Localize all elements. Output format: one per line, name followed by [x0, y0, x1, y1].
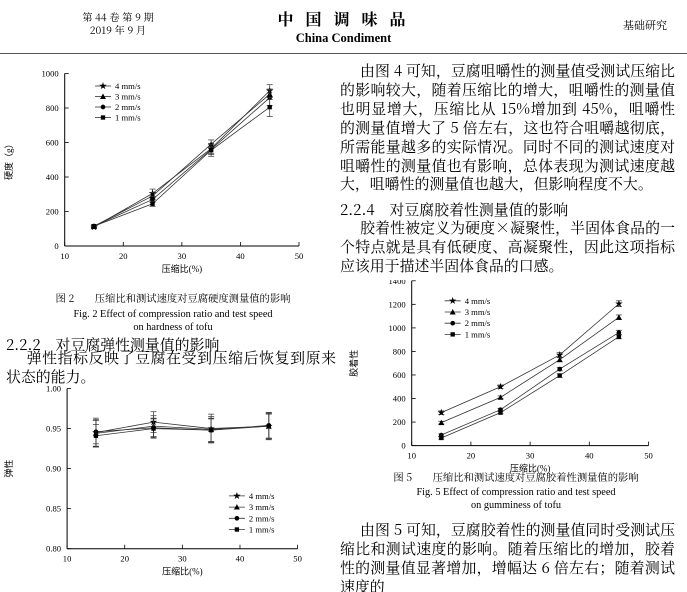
svg-text:1.00: 1.00 [46, 385, 61, 394]
svg-text:10: 10 [63, 554, 72, 564]
svg-text:600: 600 [46, 138, 59, 148]
svg-text:10: 10 [60, 251, 69, 261]
svg-text:20: 20 [119, 251, 128, 261]
svg-text:0.95: 0.95 [46, 424, 61, 434]
svg-text:30: 30 [178, 251, 187, 261]
svg-text:20: 20 [467, 451, 476, 461]
svg-text:0.90: 0.90 [46, 464, 61, 474]
svg-text:600: 600 [393, 370, 406, 380]
svg-text:0.85: 0.85 [46, 504, 61, 514]
svg-text:1000: 1000 [42, 69, 59, 79]
svg-text:0: 0 [54, 241, 58, 251]
svg-text:1400: 1400 [389, 280, 406, 286]
svg-text:400: 400 [46, 172, 59, 182]
svg-text:4 mm/s: 4 mm/s [249, 491, 275, 501]
svg-text:40: 40 [236, 251, 245, 261]
svg-text:200: 200 [46, 207, 59, 217]
svg-text:40: 40 [585, 451, 594, 461]
svg-text:4 mm/s: 4 mm/s [465, 296, 491, 306]
svg-text:2 mm/s: 2 mm/s [249, 513, 275, 523]
svg-text:30: 30 [178, 554, 187, 564]
svg-text:0: 0 [401, 441, 405, 451]
svg-text:20: 20 [120, 554, 129, 564]
svg-text:50: 50 [644, 451, 653, 461]
svg-text:4 mm/s: 4 mm/s [115, 81, 141, 91]
svg-text:10: 10 [407, 451, 416, 461]
svg-text:0.80: 0.80 [46, 544, 61, 554]
svg-text:弹性: 弹性 [3, 460, 14, 478]
svg-text:胶着性: 胶着性 [348, 350, 359, 377]
svg-text:800: 800 [393, 346, 406, 356]
svg-text:压缩比(%): 压缩比(%) [162, 566, 203, 577]
svg-text:3 mm/s: 3 mm/s [465, 307, 491, 317]
svg-text:30: 30 [526, 451, 535, 461]
svg-text:3 mm/s: 3 mm/s [249, 502, 275, 512]
svg-text:50: 50 [295, 251, 304, 261]
svg-text:1000: 1000 [389, 323, 406, 333]
svg-text:1 mm/s: 1 mm/s [465, 329, 491, 339]
svg-text:40: 40 [236, 554, 245, 564]
svg-text:2 mm/s: 2 mm/s [465, 318, 491, 328]
svg-text:400: 400 [393, 394, 406, 404]
svg-text:200: 200 [393, 417, 406, 427]
svg-text:硬度（g）: 硬度（g） [3, 139, 14, 180]
svg-text:800: 800 [46, 103, 59, 113]
svg-text:1 mm/s: 1 mm/s [115, 113, 141, 123]
svg-text:压缩比(%): 压缩比(%) [162, 263, 203, 274]
svg-text:3 mm/s: 3 mm/s [115, 92, 141, 102]
svg-text:1 mm/s: 1 mm/s [249, 525, 275, 535]
svg-text:50: 50 [293, 554, 302, 564]
svg-text:1200: 1200 [389, 299, 406, 309]
svg-text:2 mm/s: 2 mm/s [115, 102, 141, 112]
